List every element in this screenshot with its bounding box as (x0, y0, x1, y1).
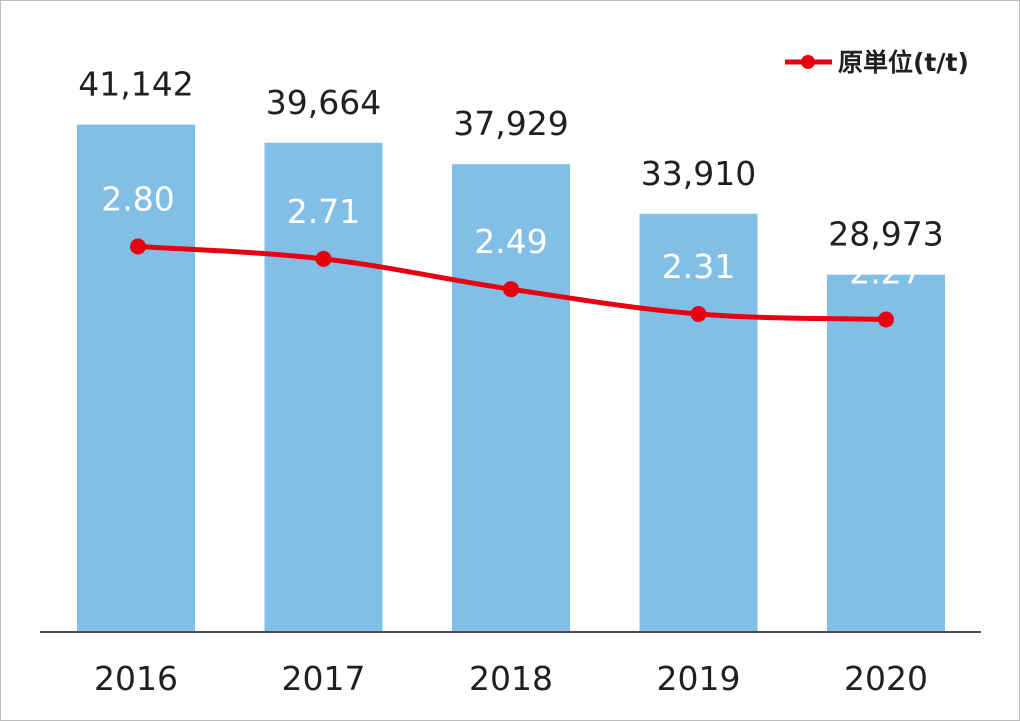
x-tick-label-2017: 2017 (282, 659, 366, 698)
bar-value-label-2019: 33,910 (641, 154, 756, 193)
line-series-layer: 2.80 2.71 2.49 2.31 2.27 (101, 180, 923, 328)
x-tick-labels: 2016 2017 2018 2019 2020 (94, 659, 928, 698)
bar-2020 (827, 274, 945, 632)
line-point-2018 (503, 281, 519, 298)
bar-2019 (639, 213, 758, 632)
bar-2018 (452, 164, 570, 633)
line-point-2017 (315, 250, 332, 267)
bar-value-label-2017: 39,664 (266, 83, 381, 122)
line-value-label-2018: 2.49 (474, 222, 547, 261)
bar-2017 (264, 142, 383, 632)
bar-value-labels: 41,142 39,664 37,929 33,910 28,973 (78, 65, 943, 254)
bar-value-label-2018: 37,929 (453, 104, 568, 143)
line-value-label-2017: 2.71 (287, 192, 360, 231)
line-value-label-2016: 2.80 (101, 180, 174, 219)
line-value-label-2020: 2.27 (849, 252, 922, 291)
bar-value-label-2020: 28,973 (828, 215, 943, 254)
bar-value-label-2016: 41,142 (78, 65, 193, 104)
x-tick-label-2020: 2020 (844, 659, 928, 698)
line-point-2019 (690, 305, 707, 322)
legend: 原単位(t/t) (785, 48, 969, 77)
bar-2016 (77, 124, 195, 632)
x-tick-label-2018: 2018 (469, 659, 553, 698)
legend-marker-swatch (801, 55, 815, 69)
x-tick-label-2019: 2019 (657, 659, 741, 698)
legend-label: 原単位(t/t) (838, 48, 969, 77)
line-value-label-2019: 2.31 (662, 247, 735, 286)
x-tick-label-2016: 2016 (94, 659, 178, 698)
line-point-2020 (878, 311, 894, 328)
bars-layer (77, 124, 945, 633)
line-point-2016 (130, 238, 146, 255)
